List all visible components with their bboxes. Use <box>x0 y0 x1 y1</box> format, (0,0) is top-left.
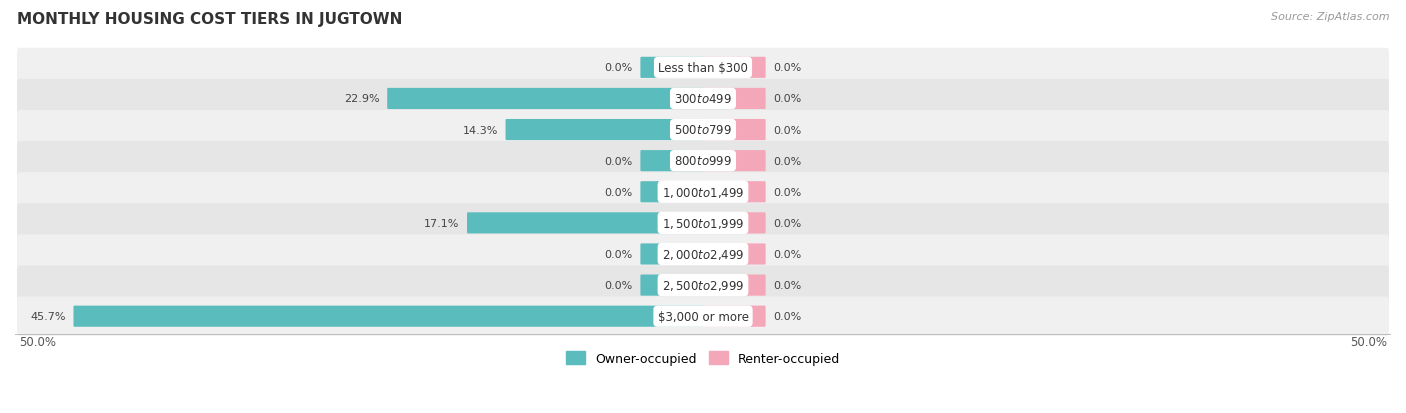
FancyBboxPatch shape <box>17 204 1389 243</box>
Text: $300 to $499: $300 to $499 <box>673 93 733 106</box>
FancyBboxPatch shape <box>640 275 703 296</box>
Text: 0.0%: 0.0% <box>773 188 801 197</box>
FancyBboxPatch shape <box>640 58 703 79</box>
Text: 0.0%: 0.0% <box>605 156 633 166</box>
Text: 0.0%: 0.0% <box>773 63 801 73</box>
Text: Less than $300: Less than $300 <box>658 62 748 75</box>
FancyBboxPatch shape <box>17 266 1389 305</box>
Text: 45.7%: 45.7% <box>31 311 66 321</box>
Text: MONTHLY HOUSING COST TIERS IN JUGTOWN: MONTHLY HOUSING COST TIERS IN JUGTOWN <box>17 12 402 27</box>
FancyBboxPatch shape <box>703 89 766 110</box>
FancyBboxPatch shape <box>17 49 1389 88</box>
Text: $2,500 to $2,999: $2,500 to $2,999 <box>662 278 744 292</box>
Text: $500 to $799: $500 to $799 <box>673 124 733 137</box>
Text: 0.0%: 0.0% <box>605 280 633 290</box>
FancyBboxPatch shape <box>17 111 1389 150</box>
FancyBboxPatch shape <box>703 58 766 79</box>
FancyBboxPatch shape <box>703 120 766 141</box>
Text: 22.9%: 22.9% <box>344 94 380 104</box>
Text: 0.0%: 0.0% <box>773 311 801 321</box>
FancyBboxPatch shape <box>17 80 1389 119</box>
Text: $2,000 to $2,499: $2,000 to $2,499 <box>662 247 744 261</box>
FancyBboxPatch shape <box>703 244 766 265</box>
Text: 0.0%: 0.0% <box>773 94 801 104</box>
Text: $3,000 or more: $3,000 or more <box>658 310 748 323</box>
FancyBboxPatch shape <box>640 182 703 203</box>
Legend: Owner-occupied, Renter-occupied: Owner-occupied, Renter-occupied <box>561 346 845 370</box>
Text: 50.0%: 50.0% <box>20 336 56 349</box>
FancyBboxPatch shape <box>703 151 766 172</box>
FancyBboxPatch shape <box>17 142 1389 181</box>
FancyBboxPatch shape <box>17 235 1389 274</box>
Text: 0.0%: 0.0% <box>773 125 801 135</box>
Text: 14.3%: 14.3% <box>463 125 498 135</box>
FancyBboxPatch shape <box>703 213 766 234</box>
Text: 50.0%: 50.0% <box>1350 336 1386 349</box>
Text: $1,000 to $1,499: $1,000 to $1,499 <box>662 185 744 199</box>
Text: 0.0%: 0.0% <box>773 218 801 228</box>
FancyBboxPatch shape <box>467 213 703 234</box>
Text: 17.1%: 17.1% <box>425 218 460 228</box>
Text: 0.0%: 0.0% <box>605 249 633 259</box>
Text: 0.0%: 0.0% <box>773 249 801 259</box>
FancyBboxPatch shape <box>703 275 766 296</box>
Text: $800 to $999: $800 to $999 <box>673 155 733 168</box>
FancyBboxPatch shape <box>640 244 703 265</box>
FancyBboxPatch shape <box>387 89 703 110</box>
FancyBboxPatch shape <box>17 297 1389 336</box>
Text: $1,500 to $1,999: $1,500 to $1,999 <box>662 216 744 230</box>
Text: 0.0%: 0.0% <box>773 156 801 166</box>
Text: 0.0%: 0.0% <box>605 63 633 73</box>
FancyBboxPatch shape <box>640 151 703 172</box>
Text: Source: ZipAtlas.com: Source: ZipAtlas.com <box>1271 12 1389 22</box>
FancyBboxPatch shape <box>703 182 766 203</box>
FancyBboxPatch shape <box>17 173 1389 212</box>
Text: 0.0%: 0.0% <box>773 280 801 290</box>
Text: 0.0%: 0.0% <box>605 188 633 197</box>
FancyBboxPatch shape <box>73 306 703 327</box>
FancyBboxPatch shape <box>506 120 703 141</box>
FancyBboxPatch shape <box>703 306 766 327</box>
